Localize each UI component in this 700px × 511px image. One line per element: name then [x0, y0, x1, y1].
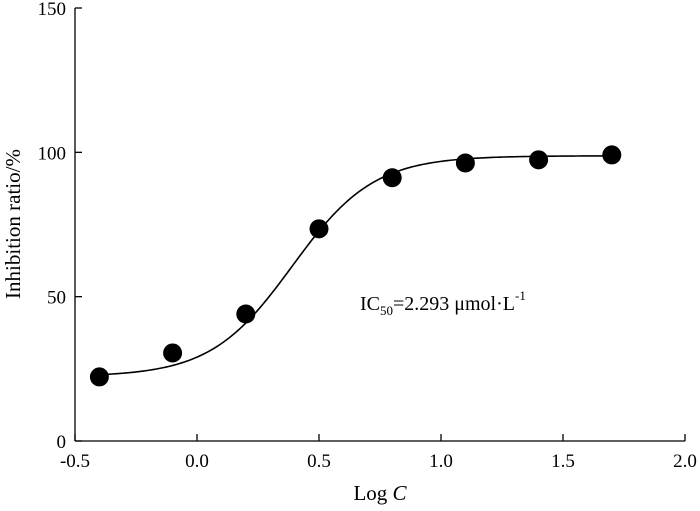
axes: -0.5 0.0 0.5 1.0 1.5 2.0 0 50 100 150 [38, 0, 697, 472]
x-axis-title-variable: C [393, 481, 408, 505]
x-tick-label: 2.0 [673, 451, 697, 472]
data-point [455, 153, 475, 173]
y-tick-label: 50 [47, 288, 66, 309]
x-axis-title: Log C [353, 481, 407, 505]
y-tick-label: 100 [38, 143, 67, 164]
x-axis-title-prefix: Log [353, 481, 392, 505]
y-tick-label: 0 [57, 432, 67, 453]
data-point [163, 343, 183, 363]
annotation-subscript: 50 [380, 303, 393, 318]
x-tick-label: 1.5 [551, 451, 575, 472]
data-point [602, 145, 622, 165]
data-point [89, 367, 109, 387]
fit-curve [99, 155, 612, 376]
annotation-value: =2.293 μmol·L [393, 293, 515, 315]
y-ticks: 0 50 100 150 [38, 0, 82, 453]
y-tick-label: 150 [38, 0, 67, 20]
data-points [89, 145, 622, 387]
data-point [529, 150, 549, 170]
data-point [309, 219, 329, 239]
annotation-superscript: -1 [515, 288, 526, 303]
x-tick-label: 0.0 [185, 451, 209, 472]
annotation-prefix: IC [360, 293, 380, 315]
y-axis-title: Inhibition ratio/% [1, 149, 25, 299]
x-tick-label: 1.0 [429, 451, 453, 472]
ic50-annotation: IC50=2.293 μmol·L-1 [360, 288, 526, 318]
x-tick-label: 0.5 [307, 451, 331, 472]
x-tick-label: -0.5 [60, 451, 90, 472]
data-point [236, 304, 256, 324]
x-ticks: -0.5 0.0 0.5 1.0 1.5 2.0 [60, 434, 697, 472]
data-point [382, 168, 402, 188]
